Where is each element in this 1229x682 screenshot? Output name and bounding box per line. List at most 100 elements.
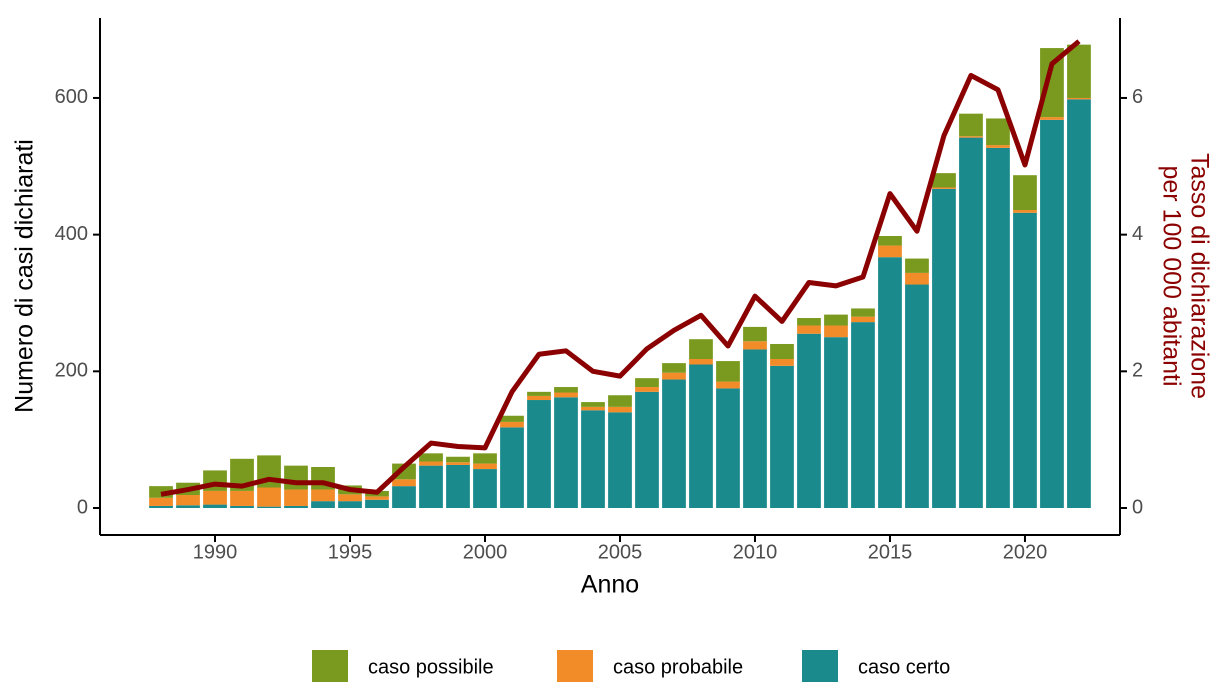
x-tick-label: 2020 [1003,541,1048,563]
bar-segment [203,490,227,505]
bar-segment [851,308,875,317]
bar-segment [176,505,200,509]
bar-segment [257,487,281,507]
bar-segment [500,421,524,428]
bar-segment [905,284,929,509]
y-axis-title: Numero di casi dichiarati [11,139,39,413]
y-tick-label: 600 [55,86,88,108]
legend-label: caso possibile [368,656,494,678]
bar-segment [959,137,983,509]
bar-segment [635,391,659,509]
bar-segment [203,504,227,509]
bar-segment [824,337,848,509]
bar-segment [743,341,767,350]
bar-segment [743,349,767,509]
bar-segment [554,387,578,393]
y-tick-label: 200 [55,360,88,382]
bar-segment [1040,48,1064,118]
bar-segment [635,387,659,392]
legend-label: caso probabile [613,656,743,678]
bar-segment [797,325,821,334]
bar-segment [581,402,605,407]
x-tick-label: 1990 [193,541,238,563]
bar-segment [662,372,686,380]
bar-segment [878,245,902,258]
y2-axis-title: per 100 000 abitanti [1157,165,1185,386]
bar-segment [716,381,740,389]
bar-segment [986,145,1010,148]
bar-segment [851,322,875,509]
bar-segment [743,326,767,342]
bar-segment [581,410,605,509]
bar-segment [608,406,632,413]
bar-segment [1067,44,1091,98]
bar-segment [473,469,497,509]
bar-segment [878,257,902,509]
bar-segment [797,318,821,326]
legend-swatch [557,650,593,682]
bar-segment [365,499,389,509]
x-tick-label: 1995 [328,541,373,563]
bar-segment [284,505,308,509]
bar-segment [1013,175,1037,211]
bar-segment [1013,212,1037,509]
bar-segment [149,505,173,509]
bar-segment [230,505,254,509]
legend-swatch [312,650,348,682]
x-tick-label: 2010 [733,541,778,563]
bar-segment [770,365,794,509]
bar-segment [689,359,713,365]
bar-segment [419,465,443,509]
bar-segment [554,392,578,398]
bar-segment [689,364,713,509]
bar-segment [797,333,821,509]
bar-segment [635,378,659,388]
y2-tick-label: 6 [1132,86,1143,108]
bar-segment [500,415,524,422]
bar-segment [446,464,470,509]
bar-segment [581,406,605,411]
y-tick-label: 400 [55,223,88,245]
bar-segment [608,412,632,509]
bar-segment [824,325,848,338]
bar-segment [311,489,335,502]
bar-segment [986,118,1010,146]
bar-segment [1040,119,1064,509]
bar-segment [1067,99,1091,509]
bar-segment [473,453,497,464]
bar-segment [851,316,875,323]
bar-segment [770,343,794,360]
bar-segment [419,461,443,466]
bar-segment [770,359,794,366]
bar-segment [392,486,416,509]
bar-segment [824,314,848,326]
bar-segment [338,494,362,502]
x-tick-label: 2000 [463,541,508,563]
bar-segment [446,462,470,465]
bar-segment [662,363,686,373]
rate-line [160,39,1081,497]
bar-segment [959,113,983,137]
bar-segment [500,427,524,509]
bar-segment [419,453,443,462]
y2-tick-label: 0 [1132,496,1143,518]
bar-segment [689,339,713,360]
bar-segment [959,136,983,138]
bar-segment [716,388,740,509]
bar-segment [446,456,470,463]
bar-segment [338,501,362,509]
bar-segment [986,147,1010,509]
y2-tick-label: 2 [1132,360,1143,382]
bar-segment [905,272,929,285]
bar-segment [284,465,308,490]
bar-segment [1067,97,1091,100]
x-tick-label: 2005 [598,541,643,563]
bar-segment [149,497,173,506]
bar-segment [1013,210,1037,213]
x-tick-label: 2015 [868,541,913,563]
bar-segment [932,188,956,509]
bar-segment [905,258,929,273]
bar-segment [608,395,632,407]
y2-axis-title: Tasso di dichiarazione [1185,153,1213,399]
